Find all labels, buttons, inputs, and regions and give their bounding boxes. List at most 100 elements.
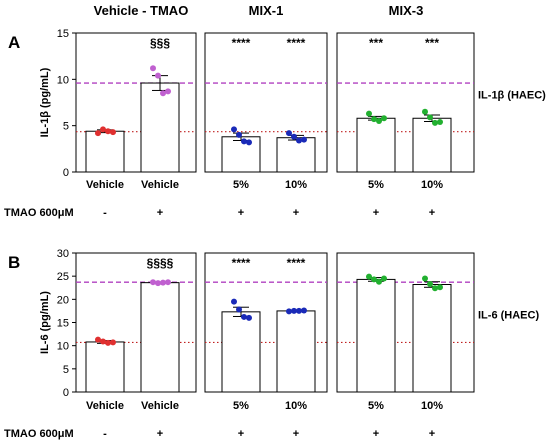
header-mix-3: MIX-3 bbox=[389, 3, 424, 18]
data-point bbox=[155, 72, 161, 79]
data-point bbox=[376, 118, 382, 125]
category-label: 10% bbox=[421, 400, 443, 412]
bar bbox=[85, 341, 125, 393]
tmao-row-label: TMAO 600μM bbox=[4, 207, 74, 219]
header-mix-1: MIX-1 bbox=[249, 3, 284, 18]
data-point bbox=[366, 273, 372, 280]
tmao-indicator: + bbox=[373, 428, 379, 440]
y-tick-label: 5 bbox=[63, 121, 69, 133]
data-point bbox=[301, 136, 307, 143]
data-point bbox=[246, 139, 252, 146]
panel-label: A bbox=[8, 33, 20, 52]
data-point bbox=[160, 279, 166, 286]
data-point bbox=[150, 279, 156, 286]
data-point bbox=[105, 339, 111, 346]
data-point bbox=[236, 306, 242, 313]
data-point bbox=[165, 279, 171, 286]
data-point bbox=[286, 130, 292, 137]
bar bbox=[356, 117, 396, 173]
y-tick-label: 15 bbox=[57, 28, 69, 40]
data-point bbox=[422, 108, 428, 115]
panel-label: B bbox=[8, 253, 20, 272]
data-point bbox=[100, 126, 106, 133]
data-point bbox=[105, 128, 111, 135]
y-tick-label: 0 bbox=[63, 387, 69, 399]
significance-label: **** bbox=[287, 256, 306, 270]
panel-frame bbox=[336, 252, 475, 393]
data-point bbox=[371, 116, 377, 123]
bar bbox=[140, 82, 180, 173]
significance-label: §§§ bbox=[150, 36, 170, 50]
data-point bbox=[95, 130, 101, 137]
data-point bbox=[427, 114, 433, 121]
side-label: IL-1β (HAEC) bbox=[478, 90, 546, 102]
category-label: 5% bbox=[233, 400, 249, 412]
data-point bbox=[231, 126, 237, 133]
y-tick-label: 5 bbox=[63, 364, 69, 376]
data-point bbox=[246, 314, 252, 321]
panel-b: B IL-6 (pg/mL) 0 5 10 15 20 25 30 Vehicle - §§§§ Veh… bbox=[4, 248, 539, 440]
tmao-indicator: - bbox=[103, 428, 107, 440]
significance-label: **** bbox=[232, 36, 251, 50]
significance-label: **** bbox=[232, 256, 251, 270]
bar bbox=[221, 311, 261, 393]
data-point bbox=[241, 313, 247, 320]
data-point bbox=[150, 65, 156, 72]
bar bbox=[140, 282, 180, 393]
category-label: Vehicle bbox=[86, 400, 124, 412]
data-point bbox=[381, 275, 387, 282]
bar bbox=[221, 136, 261, 173]
data-point bbox=[110, 129, 116, 136]
tmao-row-label: TMAO 600μM bbox=[4, 428, 74, 440]
bar bbox=[276, 137, 316, 173]
tmao-indicator: + bbox=[157, 207, 163, 219]
bar bbox=[356, 278, 396, 393]
data-point bbox=[291, 307, 297, 314]
y-tick-label: 15 bbox=[57, 318, 69, 330]
data-point bbox=[437, 284, 443, 291]
y-tick-label: 25 bbox=[57, 271, 69, 283]
data-point bbox=[371, 276, 377, 283]
category-label: 5% bbox=[233, 179, 249, 191]
category-label: Vehicle bbox=[141, 400, 179, 412]
group-headers: Vehicle - TMAO MIX-1 MIX-3 bbox=[94, 3, 424, 18]
data-point bbox=[236, 131, 242, 138]
tmao-indicator: + bbox=[373, 207, 379, 219]
category-label: 5% bbox=[368, 179, 384, 191]
y-tick-label: 0 bbox=[63, 167, 69, 179]
panel-frame bbox=[75, 32, 197, 173]
significance-label: *** bbox=[369, 36, 383, 50]
category-label: Vehicle bbox=[86, 179, 124, 191]
tmao-indicator: + bbox=[429, 428, 435, 440]
data-point bbox=[160, 90, 166, 97]
significance-label: §§§§ bbox=[147, 256, 174, 270]
y-axis-label: IL-6 (pg/mL) bbox=[39, 291, 51, 354]
data-point bbox=[376, 278, 382, 285]
tmao-indicator: + bbox=[238, 428, 244, 440]
data-point bbox=[296, 307, 302, 314]
data-point bbox=[231, 298, 237, 305]
data-point bbox=[291, 133, 297, 140]
data-point bbox=[432, 119, 438, 126]
header-vehicle-tmao: Vehicle - TMAO bbox=[94, 3, 189, 18]
side-label: IL-6 (HAEC) bbox=[478, 310, 539, 322]
bar bbox=[85, 130, 125, 173]
category-label: 10% bbox=[285, 179, 307, 191]
bar bbox=[412, 117, 452, 173]
category-label: 10% bbox=[285, 400, 307, 412]
significance-label: **** bbox=[287, 36, 306, 50]
panel-frame bbox=[204, 252, 328, 393]
data-point bbox=[241, 138, 247, 145]
data-point bbox=[100, 338, 106, 345]
bar bbox=[412, 284, 452, 393]
data-point bbox=[165, 88, 171, 95]
data-point bbox=[422, 275, 428, 282]
category-label: Vehicle bbox=[141, 179, 179, 191]
panel-a: A IL-1β (pg/mL) 0 5 10 15 Vehicle - §§§ Vehicle + *… bbox=[4, 28, 546, 219]
data-point bbox=[381, 115, 387, 122]
data-point bbox=[286, 308, 292, 315]
data-point bbox=[95, 336, 101, 343]
category-label: 10% bbox=[421, 179, 443, 191]
tmao-indicator: + bbox=[293, 207, 299, 219]
